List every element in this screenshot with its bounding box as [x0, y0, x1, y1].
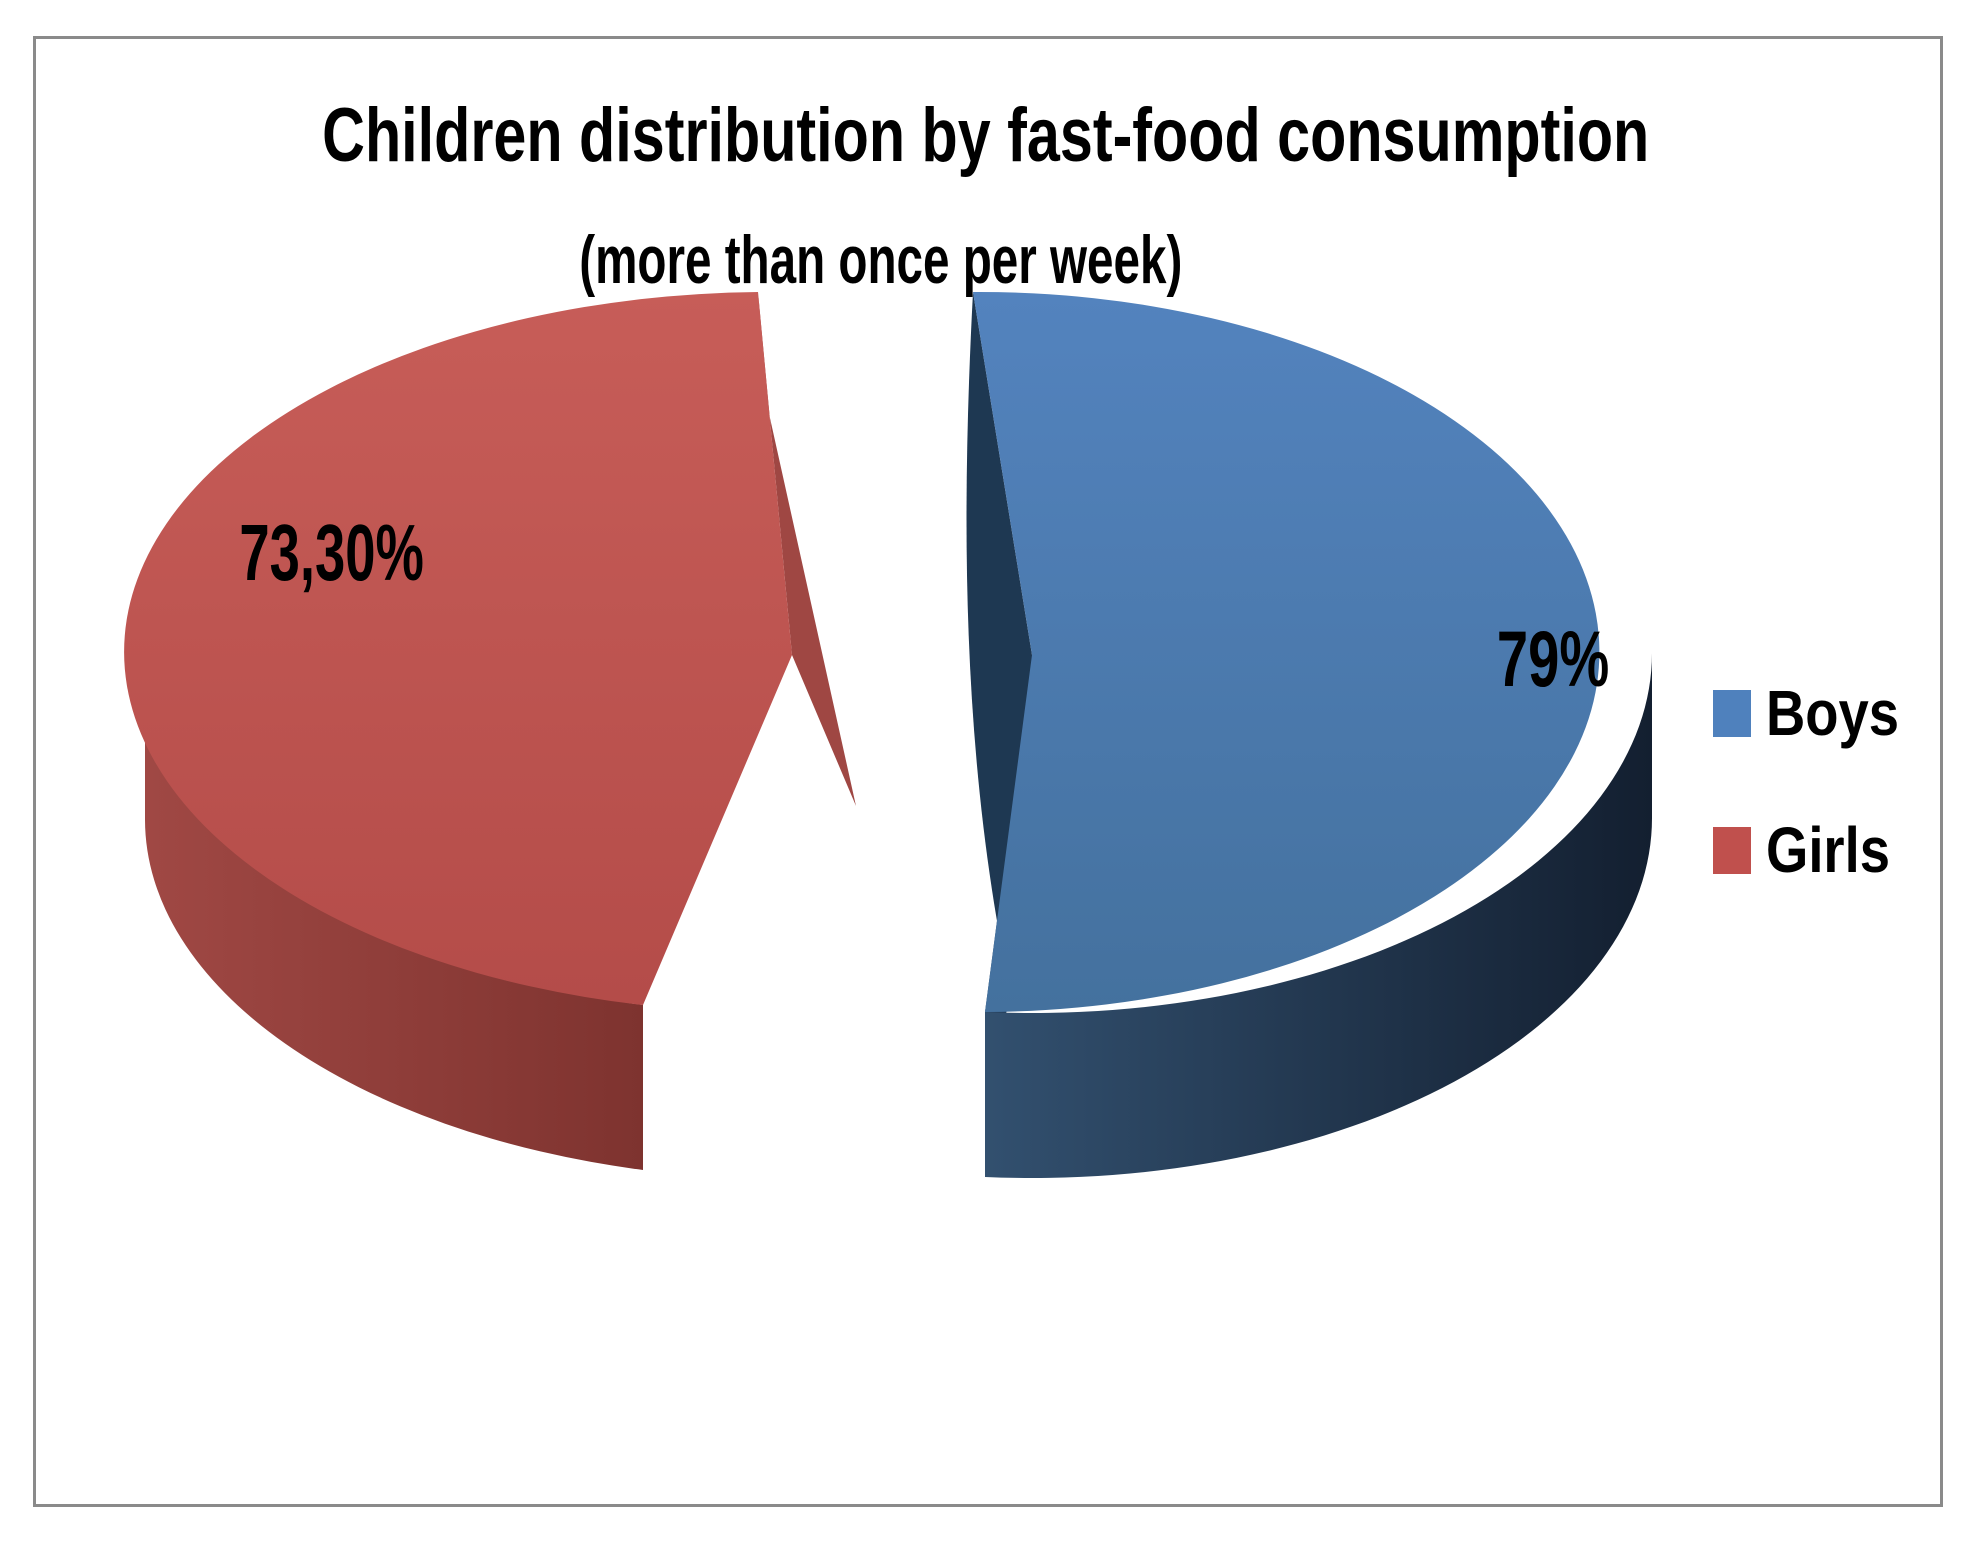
boys-legend-label: Boys — [1766, 677, 1900, 749]
girls-slice-rim-wall — [145, 655, 643, 1170]
girls-data-label: 73,30% — [239, 508, 425, 597]
girls-legend-label: Girls — [1766, 814, 1890, 886]
boys-legend-swatch-icon — [1713, 689, 1751, 737]
girls-slice[interactable] — [124, 292, 792, 1005]
legend-item-boys[interactable]: Boys — [1713, 681, 1923, 745]
boys-slice-rim-wall — [985, 652, 1653, 1179]
chart-subtitle: (more than once per week) — [0, 224, 1971, 296]
chart-subtitle-text: (more than once per week) — [578, 222, 1183, 298]
girls-legend-swatch-icon — [1713, 826, 1751, 874]
legend-item-girls[interactable]: Girls — [1713, 818, 1912, 882]
chart-title: Children distribution by fast-food consu… — [0, 96, 1971, 176]
chart-title-text: Children distribution by fast-food consu… — [321, 93, 1650, 178]
boys-slice[interactable] — [973, 291, 1600, 1013]
boys-data-label: 79% — [1496, 614, 1610, 703]
